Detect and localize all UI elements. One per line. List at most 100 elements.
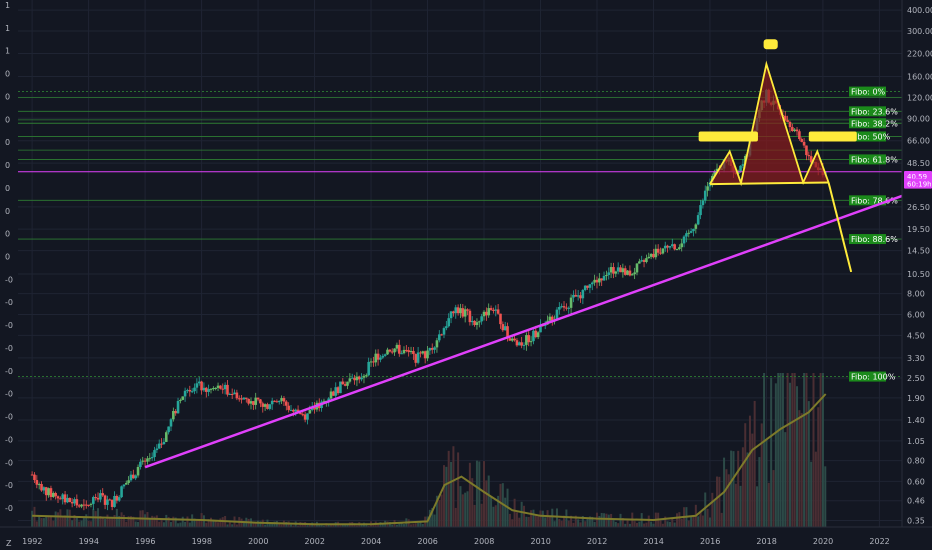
price-tick-label: 400.00: [907, 6, 932, 15]
volume-bar: [539, 510, 542, 527]
volume-bar: [504, 497, 507, 527]
candle-body: [433, 347, 436, 350]
time-axis[interactable]: 1992 1994 1996 1998 2000 2002 2004 2006 2008 2010…: [0, 526, 932, 546]
volume-bar: [45, 515, 48, 527]
candle-body: [336, 387, 340, 394]
candle-body: [386, 349, 389, 355]
volume-bar: [824, 466, 827, 527]
candle-body: [395, 344, 399, 349]
price-tick-label: 90.00: [907, 114, 930, 123]
volume-bar: [614, 521, 617, 527]
left-axis-label: 0: [5, 253, 10, 262]
candle-body: [642, 260, 646, 263]
candle-body: [529, 341, 533, 343]
volume-bar: [254, 522, 257, 527]
candle-body: [252, 401, 255, 405]
volume-bar: [798, 410, 801, 527]
volume-bar: [73, 514, 76, 527]
price-tick-label: 48.50: [907, 159, 930, 168]
volume-bar: [739, 485, 742, 527]
volume-bar: [346, 524, 349, 527]
volume-bar: [80, 520, 83, 527]
volume-bar: [588, 516, 591, 527]
volume-bar: [666, 521, 669, 527]
candle-body: [435, 340, 439, 348]
fibonacci-levels[interactable]: Fibo: 0% Fibo: 23.6% Fibo: 38.2% Fibo: 50% F…: [18, 86, 902, 382]
candle-body: [456, 307, 460, 314]
candle-body: [139, 461, 142, 467]
volume-bar: [421, 523, 424, 527]
volume-bar: [318, 524, 321, 527]
candle-body: [388, 349, 392, 352]
volume-bar: [440, 494, 443, 527]
candle-body: [452, 311, 455, 314]
candle-body: [492, 309, 495, 311]
candle-body: [306, 413, 309, 420]
candle-body: [590, 282, 594, 285]
volume-bar: [765, 438, 768, 527]
candle-body: [800, 139, 804, 142]
candle-body: [565, 307, 568, 309]
volume-bar: [560, 520, 563, 527]
candle-body: [270, 400, 274, 405]
volume-bar: [600, 512, 603, 527]
price-tick-label: 1.05: [907, 437, 925, 446]
candle-body: [289, 409, 293, 411]
candle-body: [117, 497, 121, 501]
candle-body: [795, 129, 799, 132]
price-axis[interactable]: 400.00 300.00 220.00 160.00 120.00 90.00 66.00…: [901, 0, 932, 550]
candle-body: [129, 474, 133, 481]
candle-body: [508, 338, 512, 341]
volume-bar: [720, 512, 723, 527]
volume-bar: [581, 516, 584, 527]
volume-bar: [668, 521, 671, 527]
candle-body: [805, 145, 808, 156]
volume-bar: [598, 516, 601, 527]
volume-bar: [75, 517, 78, 527]
chart-drawings[interactable]: [18, 39, 903, 469]
volume-bar: [68, 509, 71, 527]
candle-body: [699, 205, 702, 216]
volume-bar: [442, 465, 445, 527]
volume-bar: [153, 516, 156, 527]
candle-body: [409, 350, 413, 353]
candle-body: [157, 443, 161, 449]
volume-bar: [82, 517, 85, 527]
shoulder-marker: [698, 131, 758, 142]
volume-bar: [414, 523, 417, 527]
candle-body: [616, 267, 620, 272]
candle-body: [110, 499, 114, 507]
candle-body: [621, 268, 625, 273]
candle-body: [134, 475, 137, 479]
candle-body: [783, 115, 787, 121]
volume-bar: [212, 519, 215, 527]
price-tick-label: 160.00: [907, 73, 932, 82]
volume-bar: [784, 432, 787, 527]
candle-body: [197, 381, 201, 384]
candle-body: [256, 397, 260, 400]
volume-bar: [748, 415, 751, 527]
volume-bar: [412, 523, 415, 527]
volume-bar: [395, 524, 398, 527]
candle-body: [164, 432, 168, 442]
volume-bar: [137, 521, 140, 527]
candle-body: [468, 310, 472, 323]
price-candles: [30, 88, 827, 511]
head-shoulders-outline: [709, 60, 830, 187]
volume-bar: [344, 524, 347, 527]
volume-bar: [66, 509, 69, 527]
volume-bar: [527, 516, 530, 527]
volume-bar: [438, 500, 441, 527]
volume-bar: [497, 495, 500, 527]
candle-body: [626, 270, 629, 275]
volume-bar: [188, 522, 191, 527]
candle-body: [195, 383, 199, 388]
volume-bar: [814, 451, 817, 527]
volume-bar: [71, 520, 74, 527]
volume-bar: [607, 514, 610, 527]
fib-label: Fibo: 38.2%: [851, 119, 898, 128]
volume-bar: [330, 524, 333, 527]
volume-bar: [155, 515, 158, 527]
candle-body: [261, 403, 265, 407]
